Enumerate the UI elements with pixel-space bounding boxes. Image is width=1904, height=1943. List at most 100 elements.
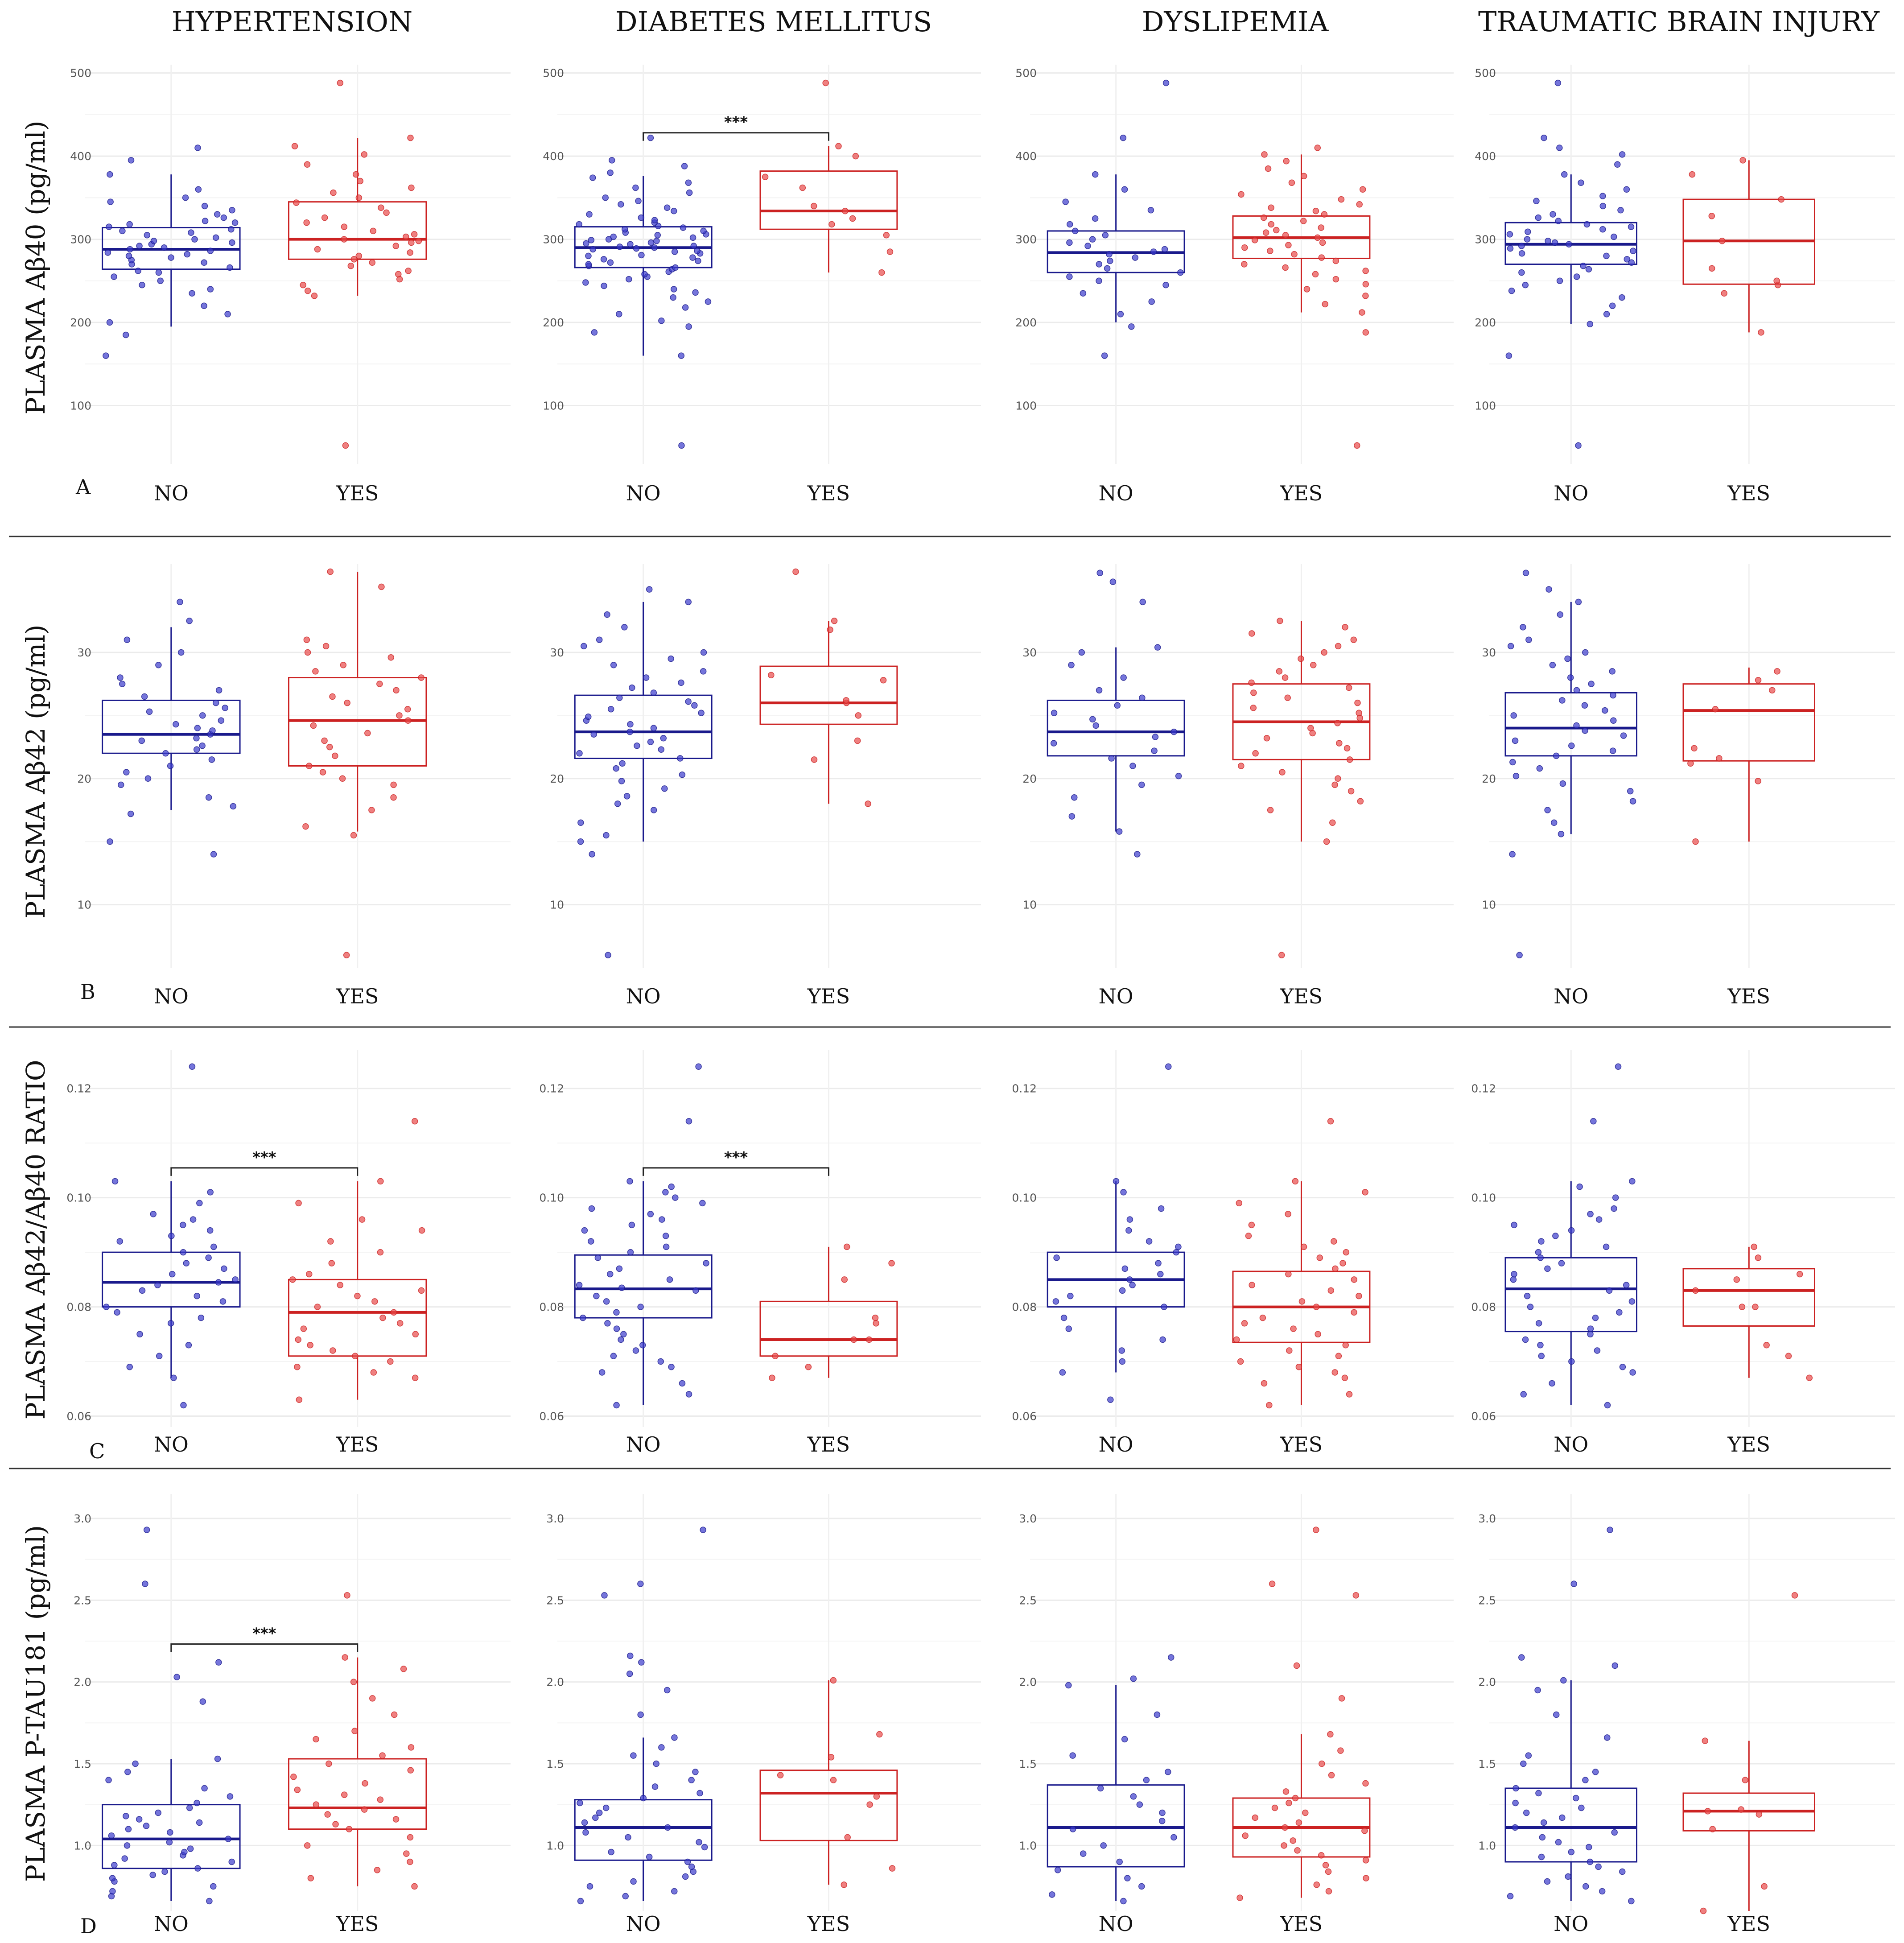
y-tick-label: 2.5 bbox=[546, 1594, 564, 1607]
y-tick-label: 200 bbox=[1015, 316, 1037, 329]
data-point bbox=[865, 800, 871, 807]
category-label-yes: YES bbox=[1280, 1912, 1323, 1936]
data-point bbox=[1069, 1752, 1076, 1759]
data-point bbox=[230, 803, 237, 810]
data-point bbox=[1751, 1243, 1757, 1250]
data-point bbox=[107, 838, 113, 845]
data-point bbox=[1049, 1891, 1055, 1898]
data-point bbox=[319, 769, 326, 776]
data-point bbox=[1628, 259, 1635, 266]
y-tick-label: 0.08 bbox=[66, 1301, 91, 1314]
data-point bbox=[228, 1858, 235, 1865]
data-point bbox=[307, 1342, 313, 1349]
data-point bbox=[215, 687, 223, 694]
data-point bbox=[114, 1309, 120, 1316]
data-point bbox=[303, 636, 310, 643]
data-point bbox=[190, 1216, 197, 1223]
data-point bbox=[1104, 265, 1111, 272]
data-point bbox=[661, 785, 668, 792]
data-point bbox=[666, 1276, 673, 1283]
data-point bbox=[1170, 728, 1177, 735]
data-point bbox=[685, 323, 692, 330]
data-point bbox=[827, 626, 833, 633]
data-point bbox=[222, 705, 229, 711]
data-point bbox=[136, 1816, 143, 1823]
data-point bbox=[124, 1842, 131, 1849]
data-point bbox=[1692, 838, 1699, 845]
data-point bbox=[167, 763, 174, 769]
data-point bbox=[576, 750, 583, 757]
data-point bbox=[1362, 293, 1369, 299]
y-tick-label: 1.0 bbox=[1478, 1839, 1496, 1852]
panel-2-2: 0.06 0.08 0.10 0.12 NO YES bbox=[1012, 1050, 1454, 1456]
data-point bbox=[1051, 710, 1058, 716]
data-point bbox=[610, 1353, 617, 1360]
data-point bbox=[341, 1791, 348, 1798]
data-point bbox=[1109, 578, 1117, 585]
data-point bbox=[328, 1260, 335, 1266]
panel-0-0: 100 200 300 400 500 NO YES bbox=[70, 65, 511, 505]
data-point bbox=[621, 226, 628, 233]
data-point bbox=[1362, 1189, 1368, 1196]
data-point bbox=[304, 649, 311, 656]
data-point bbox=[387, 1358, 394, 1365]
data-point bbox=[1124, 1875, 1131, 1881]
y-tick-label: 3.0 bbox=[546, 1512, 564, 1525]
data-point bbox=[1522, 1336, 1529, 1343]
data-point bbox=[119, 681, 126, 687]
data-point bbox=[1121, 1265, 1129, 1272]
y-tick-label: 10 bbox=[77, 899, 91, 912]
data-point bbox=[637, 1711, 644, 1718]
data-point bbox=[705, 298, 712, 305]
data-point bbox=[1336, 740, 1343, 747]
data-point bbox=[1518, 243, 1525, 249]
data-point bbox=[696, 1839, 702, 1846]
data-point bbox=[1157, 1271, 1164, 1278]
data-point bbox=[1332, 257, 1339, 264]
data-point bbox=[155, 662, 162, 668]
data-point bbox=[157, 277, 164, 285]
data-point bbox=[1316, 1254, 1323, 1261]
y-tick-label: 300 bbox=[70, 233, 91, 246]
y-tick-label: 0.12 bbox=[1471, 1082, 1496, 1095]
data-point bbox=[103, 1304, 110, 1310]
y-tick-label: 100 bbox=[1475, 399, 1496, 412]
y-tick-label: 10 bbox=[550, 899, 564, 912]
data-point bbox=[108, 1832, 115, 1839]
data-point bbox=[1507, 643, 1514, 650]
data-point bbox=[1282, 674, 1289, 681]
data-point bbox=[1578, 179, 1584, 186]
data-point bbox=[623, 793, 631, 800]
data-point bbox=[600, 256, 607, 263]
data-point bbox=[1354, 442, 1360, 449]
y-tick-label: 200 bbox=[1475, 316, 1496, 329]
data-point bbox=[607, 259, 614, 266]
data-point bbox=[1721, 290, 1727, 297]
data-point bbox=[150, 238, 157, 244]
data-point bbox=[638, 214, 645, 221]
data-point bbox=[1268, 204, 1274, 211]
data-point bbox=[368, 807, 375, 813]
data-point bbox=[1300, 173, 1307, 180]
data-point bbox=[1114, 702, 1121, 709]
data-point bbox=[1619, 1364, 1626, 1370]
data-point bbox=[1573, 273, 1580, 280]
data-point bbox=[1067, 1292, 1074, 1299]
data-point bbox=[229, 239, 235, 246]
data-point bbox=[196, 1200, 203, 1207]
data-point bbox=[811, 756, 818, 763]
category-label-yes: YES bbox=[1727, 1432, 1770, 1456]
data-point bbox=[138, 737, 145, 744]
data-point bbox=[1362, 268, 1369, 274]
data-point bbox=[1120, 134, 1127, 141]
data-point bbox=[1512, 1824, 1519, 1831]
data-point bbox=[231, 219, 239, 226]
data-point bbox=[370, 1369, 377, 1376]
data-point bbox=[627, 1652, 634, 1659]
data-point bbox=[1327, 1731, 1334, 1738]
data-point bbox=[1053, 1254, 1060, 1261]
data-point bbox=[1554, 79, 1562, 87]
data-point bbox=[1138, 781, 1145, 788]
data-point bbox=[1522, 281, 1529, 289]
data-point bbox=[831, 618, 838, 624]
